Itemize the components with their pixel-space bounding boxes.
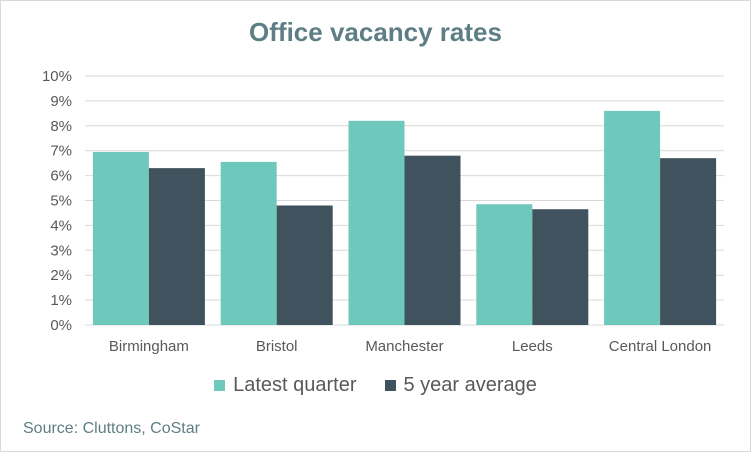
bar-bristol-5-year-average — [276, 205, 333, 325]
legend-swatch-5-year-average — [384, 380, 396, 391]
y-tick-label: 4% — [50, 217, 72, 234]
bar-manchester-5-year-average — [404, 155, 461, 325]
chart-title: Office vacancy rates — [249, 17, 502, 47]
x-tick-label: Bristol — [256, 338, 298, 355]
x-tick-label: Manchester — [365, 338, 443, 355]
y-tick-label: 9% — [50, 93, 72, 110]
y-tick-label: 5% — [50, 193, 72, 210]
x-tick-label: Leeds — [512, 338, 553, 355]
y-tick-label: 10% — [42, 68, 72, 85]
bar-birmingham-latest-quarter — [92, 151, 149, 325]
y-tick-label: 6% — [50, 168, 72, 185]
y-tick-label: 3% — [50, 242, 72, 259]
y-tick-label: 1% — [50, 292, 72, 309]
y-tick-label: 7% — [50, 143, 72, 160]
legend-label-latest-quarter: Latest quarter — [233, 374, 357, 396]
bar-central-london-5-year-average — [660, 158, 717, 325]
legend-item-latest-quarter: Latest quarter — [214, 374, 357, 397]
chart-legend: Latest quarter 5 year average — [1, 374, 750, 397]
bar-leeds-5-year-average — [532, 209, 589, 325]
bar-manchester-latest-quarter — [348, 120, 405, 325]
y-tick-label: 8% — [50, 118, 72, 135]
bar-bristol-latest-quarter — [220, 161, 277, 325]
legend-item-5-year-average: 5 year average — [384, 374, 537, 397]
y-tick-label: 0% — [50, 317, 72, 334]
source-note: Source: Cluttons, CoStar — [23, 420, 200, 437]
legend-swatch-latest-quarter — [214, 380, 226, 391]
legend-label-5-year-average: 5 year average — [403, 374, 537, 396]
bar-birmingham-5-year-average — [148, 168, 205, 325]
bar-central-london-latest-quarter — [604, 110, 661, 325]
bar-leeds-latest-quarter — [476, 204, 533, 325]
x-tick-label: Central London — [609, 338, 712, 355]
y-tick-label: 2% — [50, 267, 72, 284]
x-tick-label: Birmingham — [109, 338, 189, 355]
